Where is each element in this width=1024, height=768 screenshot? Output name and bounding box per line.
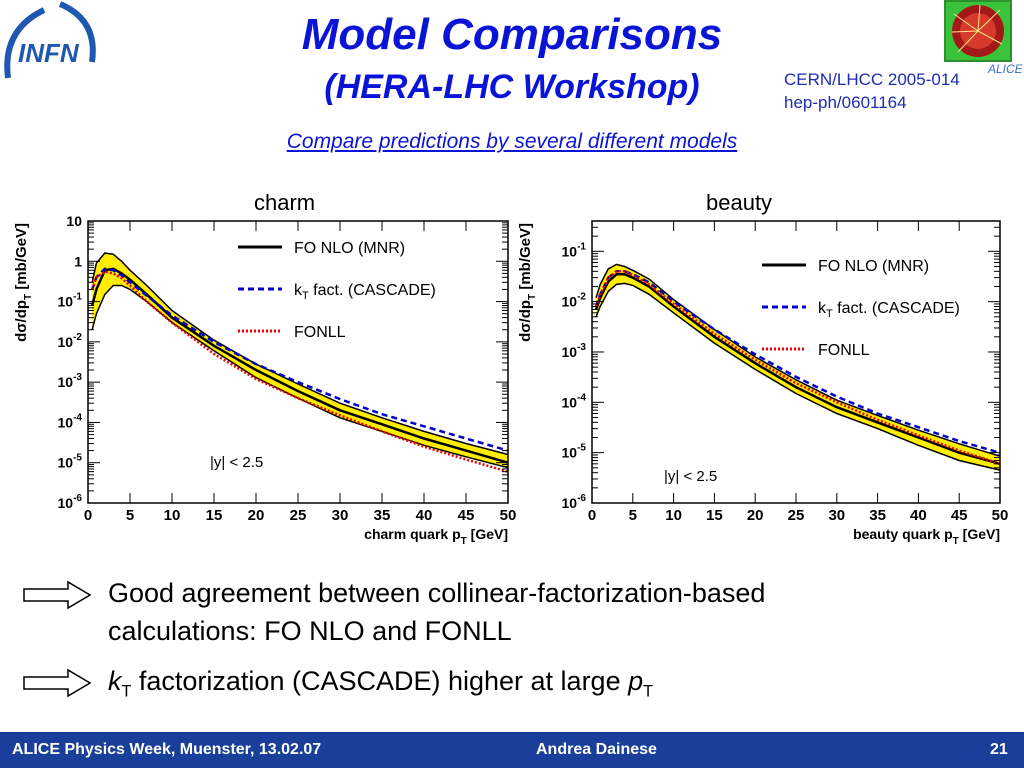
series-line-1 [594,270,1001,454]
x-tick-label: 5 [629,507,637,524]
y-tick-label: 10-6 [562,493,587,511]
band-edge-low [595,282,1001,471]
arrow-icon [23,580,92,610]
footer-author: Andrea Dainese [536,741,657,758]
reference-cern: CERN/LHCC 2005-014 [784,70,960,89]
y-tick-label: 10-2 [562,292,587,310]
legend-label-2: FONLL [818,342,870,359]
y-tick-label: 10-1 [562,241,587,259]
legend: FO NLO (MNR) kT fact. (CASCADE) FONLL [762,258,960,359]
x-tick-label: 15 [206,507,223,524]
x-tick-label: 20 [747,507,764,524]
bullet-1-line-2: calculations: FO NLO and FONLL [108,616,512,646]
x-tick-label: 10 [665,507,682,524]
x-tick-label: 40 [910,507,927,524]
x-tick-label: 0 [84,507,92,524]
x-tick-label: 25 [788,507,805,524]
series-line-2 [594,270,1001,465]
y-tick-label: 1 [74,253,82,269]
x-tick-label: 30 [828,507,845,524]
series-line-1 [91,267,509,452]
bullet-1-line-1: Good agreement between collinear-factori… [108,578,766,608]
legend-label-1: kT fact. (CASCADE) [818,300,960,320]
legend-label-2: FONLL [294,324,346,341]
x-tick-label: 45 [951,507,968,524]
x-tick-label: 0 [588,507,596,524]
annotation-rapidity: |y| < 2.5 [210,454,263,471]
alice-logo-text: ALICE [987,62,1024,76]
x-tick-label: 40 [416,507,433,524]
panel-title-charm: charm [254,190,316,215]
x-tick-label: 35 [869,507,886,524]
slide-subtitle: (HERA-LHC Workshop) [324,68,700,106]
y-tick-label: 10-1 [58,292,83,310]
y-tick-label: 10-5 [58,453,83,471]
uncertainty-band [596,264,1000,471]
legend-label-0: FO NLO (MNR) [294,240,405,257]
y-tick-label: 10 [66,213,82,229]
plot-frame [591,220,1001,504]
reference-arxiv: hep-ph/0601164 [784,93,907,112]
y-tick-label: 10-5 [562,443,587,461]
plot-area [594,263,1001,471]
infn-logo: INFN [0,0,100,115]
x-tick-label: 50 [500,507,517,524]
footer-bar: ALICE Physics Week, Muenster, 13.02.07 A… [0,732,1024,768]
plot-area [90,252,509,473]
slide-title: Model Comparisons [301,10,723,59]
x-tick-label: 20 [248,507,265,524]
bullet-2-text: kT factorization (CASCADE) higher at lar… [108,666,654,701]
legend: FO NLO (MNR) kT fact. (CASCADE) FONLL [238,240,436,341]
chart-charm: 0 5 10 15 20 25 30 35 40 45 50 10-6 10-5 10-4 10-3 10-2… [13,213,517,547]
y-axis-label: dσ/dpT [mb/GeV] [517,223,538,342]
x-tick-label: 50 [992,507,1009,524]
footer-event: ALICE Physics Week, Muenster, 13.02.07 [12,741,322,758]
y-axis-label: dσ/dpT [mb/GeV] [13,223,34,342]
slide-tagline: Compare predictions by several different… [286,130,738,153]
arrow-icon [23,668,92,698]
x-tick-label: 35 [374,507,391,524]
panel-title-beauty: beauty [706,190,773,215]
x-tick-label: 30 [332,507,349,524]
x-tick-label: 5 [126,507,134,524]
series-line-0 [90,267,509,464]
x-tick-label: 10 [164,507,181,524]
series-line-0 [594,273,1001,466]
x-tick-label: 25 [290,507,307,524]
band-edge-high [91,252,509,456]
alice-logo: ALICE [944,0,1024,83]
x-axis-label: charm quark pT [GeV] [364,526,508,547]
y-tick-label: 10-3 [58,372,83,390]
y-tick-label: 10-6 [58,493,83,511]
annotation-rapidity: |y| < 2.5 [664,468,717,485]
x-axis-label: beauty quark pT [GeV] [853,526,1000,547]
y-tick-label: 10-3 [562,342,587,360]
legend-label-0: FO NLO (MNR) [818,258,929,275]
x-tick-label: 45 [458,507,475,524]
infn-logo-text: INFN [18,38,80,68]
y-tick-label: 10-2 [58,332,83,350]
series-line-2 [91,270,509,473]
x-tick-label: 15 [706,507,723,524]
y-tick-label: 10-4 [562,392,587,410]
footer-page-number: 21 [990,741,1008,758]
chart-beauty: 0 5 10 15 20 25 30 35 40 45 50 10-6 10-5 10-4 10-3 10-2… [517,220,1009,547]
y-tick-label: 10-4 [58,412,83,430]
plot-frame [87,220,509,504]
legend-label-1: kT fact. (CASCADE) [294,282,436,302]
